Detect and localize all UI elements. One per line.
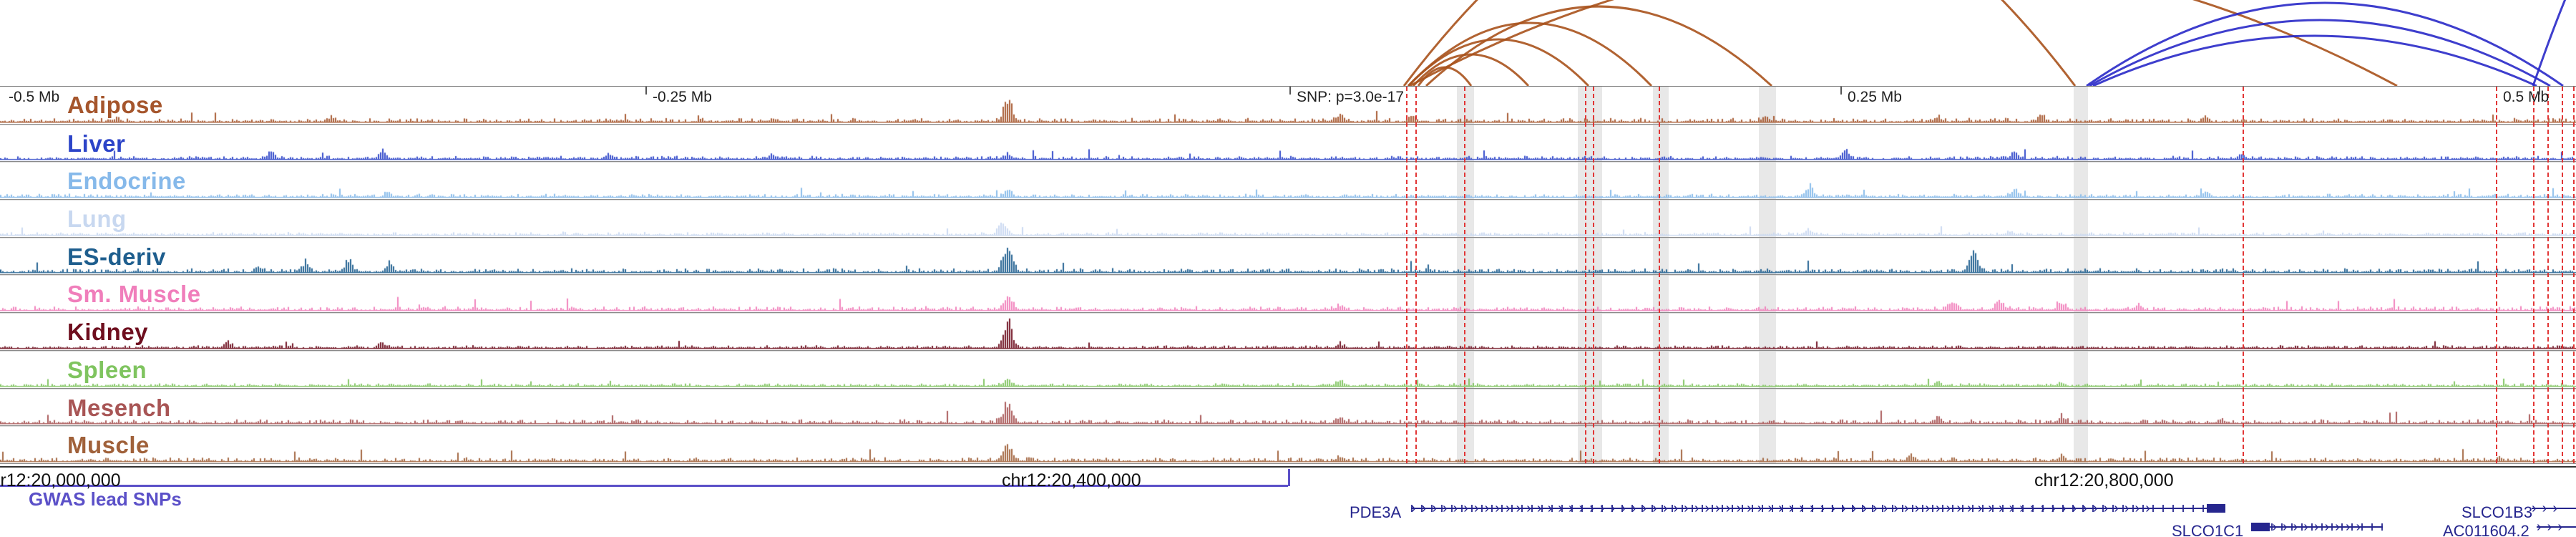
gene-body-ac011604-2[interactable]: ››› [2537,519,2576,535]
signal-sm-muscle [0,279,2576,312]
coordinate-axis: GWAS lead SNPs chr12:20,000,000 chr12:20,… [0,466,2576,510]
signal-lung [0,203,2576,236]
interaction-arc [1409,0,2398,86]
gene-body-slco1c1[interactable]: ››››››››››› [2251,519,2383,535]
interaction-arc [1407,21,1653,86]
track-label-adipose[interactable]: Adipose [67,92,163,118]
track-label-es-deriv[interactable]: ES-deriv [67,243,166,270]
gene-strand-arrows: ››››››››››› [2251,519,2367,535]
gene-line [2537,526,2576,528]
gwas-lead-snp-tick[interactable] [1288,469,1290,486]
gene-strand-arrows: ››› [2537,519,2568,535]
track-row-endocrine[interactable]: Endocrine [0,162,2576,200]
track-label-muscle[interactable]: Muscle [67,432,150,459]
signal-es-deriv [0,241,2576,274]
gene-exon-ticks [1411,505,2225,512]
track-rows: Adipose Liver Endocrine Lung ES-deriv Sm. Mus… [0,87,2576,464]
track-row-es-deriv[interactable]: ES-deriv [0,237,2576,276]
track-label-sm-muscle[interactable]: Sm. Muscle [67,281,201,308]
track-label-liver[interactable]: Liver [67,130,126,157]
gene-label-pde3a[interactable]: PDE3A [1350,503,1402,521]
track-row-lung[interactable]: Lung [0,200,2576,238]
gene-exon-block [2251,523,2270,531]
gene-body-pde3a[interactable]: ››››››››››››››››››››››››››››››››››››››››… [1411,500,2225,516]
track-row-liver[interactable]: Liver [0,124,2576,163]
axis-coordinate-label: chr12:20,000,000 [0,470,121,490]
signal-tracks-area: Adipose Liver Endocrine Lung ES-deriv Sm. Mus… [0,86,2576,464]
track-row-sm-muscle[interactable]: Sm. Muscle [0,275,2576,314]
gene-strand-arrows: ››››››››››››››››››››››››››››››››››››››››… [1411,500,2156,516]
gene-body-slco1b3[interactable]: ››› [2532,500,2576,516]
track-row-kidney[interactable]: Kidney [0,313,2576,351]
gene-label-slco1c1[interactable]: SLCO1C1 [2172,522,2244,537]
track-row-mesench[interactable]: Mesench [0,388,2576,427]
track-label-lung[interactable]: Lung [67,205,127,233]
interaction-arc [1402,0,2077,86]
track-row-adipose[interactable]: Adipose [0,87,2576,125]
signal-adipose [0,90,2576,123]
signal-liver [0,127,2576,161]
gene-exon-block [2207,504,2225,513]
signal-mesench [0,392,2576,425]
axis-coordinate-label: chr12:20,800,000 [2034,470,2174,490]
gene-label-slco1b3[interactable]: SLCO1B3 [2462,503,2533,521]
interaction-arc [2092,34,2537,86]
gene-strand-arrows: ››› [2532,500,2563,516]
interaction-arc [1425,5,1773,86]
interaction-arc [2086,1,2564,86]
signal-kidney [0,316,2576,349]
interaction-arc [2532,0,2567,86]
signal-spleen [0,354,2576,387]
track-row-spleen[interactable]: Spleen [0,350,2576,389]
track-label-spleen[interactable]: Spleen [67,356,147,383]
signal-endocrine [0,165,2576,199]
interaction-arcs-layer [1402,0,2567,86]
gene-label-ac011604-2[interactable]: AC011604.2 [2443,522,2529,537]
gwas-track-label[interactable]: GWAS lead SNPs [29,488,182,510]
track-label-kidney[interactable]: Kidney [67,319,149,346]
track-row-muscle[interactable]: Muscle [0,426,2576,464]
gwas-track-line [0,485,1288,487]
track-label-endocrine[interactable]: Endocrine [67,168,186,195]
signal-muscle [0,429,2576,463]
gene-line [2532,508,2576,509]
track-label-mesench[interactable]: Mesench [67,394,171,421]
interaction-arc [2089,19,2551,86]
gene-annotation-track: PDE3A ›››››››››››››››››››››››››››››››››››… [0,499,2576,537]
gene-exon-ticks [2251,523,2383,531]
axis-coordinate-label: chr12:20,400,000 [1002,470,1141,490]
